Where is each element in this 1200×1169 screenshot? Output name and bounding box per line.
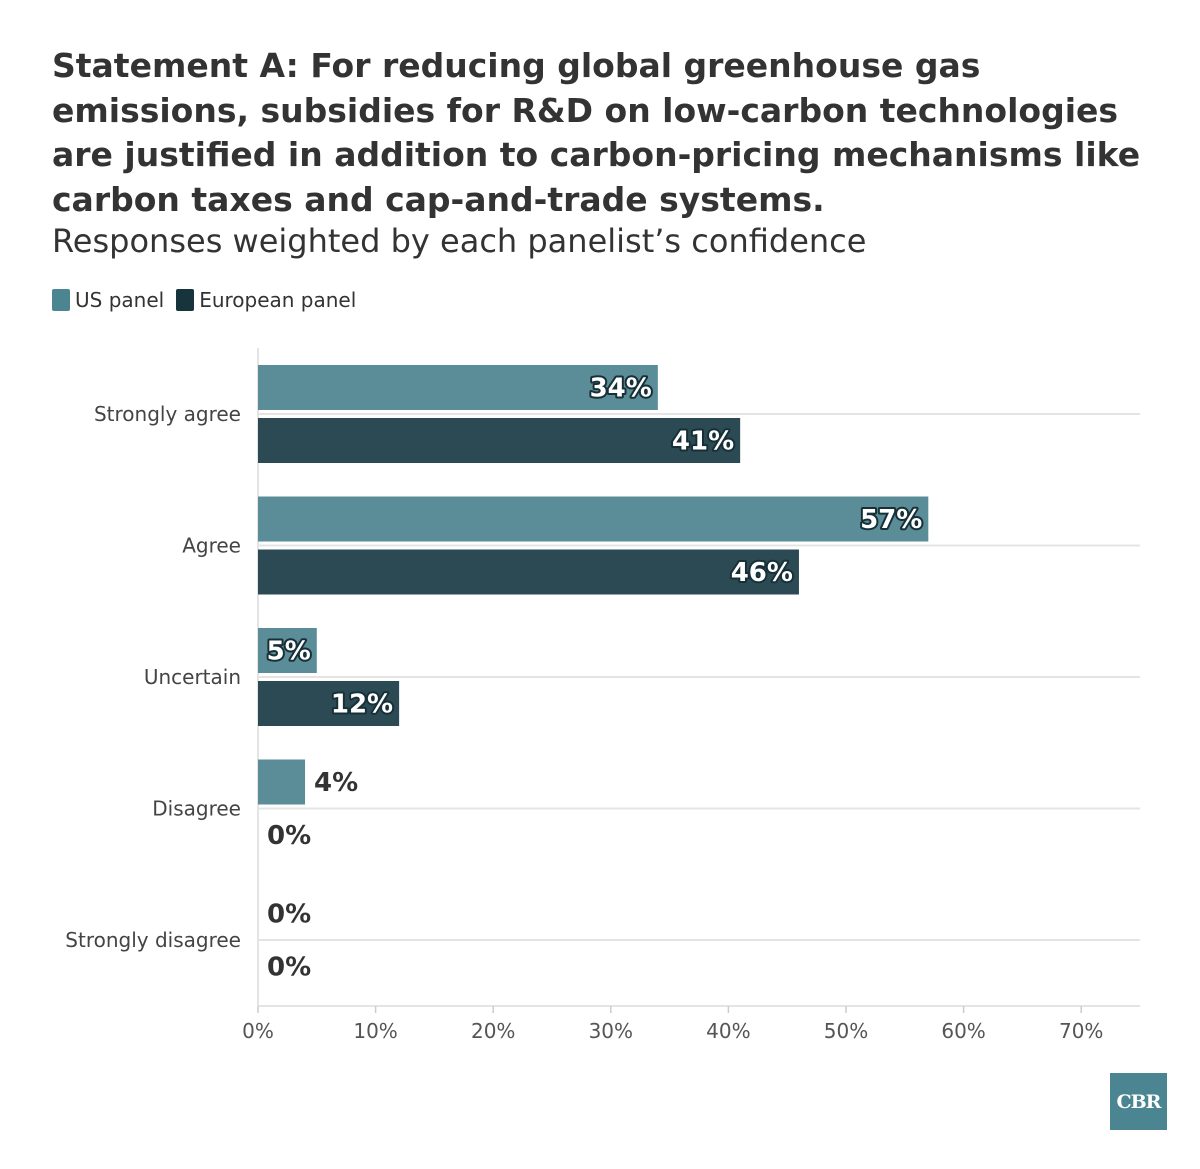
category-label: Strongly agree	[94, 402, 241, 426]
data-label: 12%	[331, 690, 393, 720]
data-label: 0%	[267, 953, 311, 983]
bar-eu	[258, 418, 741, 463]
category-label: Disagree	[152, 797, 241, 821]
bar-us	[258, 759, 306, 805]
data-label: 41%	[672, 427, 734, 457]
bar-us	[258, 628, 317, 673]
category-label: Agree	[182, 534, 241, 558]
legend-label-us: US panel	[75, 288, 165, 312]
data-label: 4%	[314, 768, 358, 798]
bar-eu	[258, 681, 400, 726]
legend-swatch-eu	[176, 289, 195, 311]
data-label: 57%	[860, 505, 922, 535]
x-tick-label: 40%	[706, 1019, 750, 1043]
legend-swatch-us	[52, 289, 70, 311]
x-tick-label: 0%	[242, 1019, 274, 1043]
legend-label-eu: European panel	[199, 288, 357, 312]
x-tick-label: 10%	[353, 1019, 397, 1043]
bar-us	[258, 496, 929, 542]
cbr-logo: CBR	[1110, 1073, 1167, 1130]
data-label: 46%	[731, 558, 793, 588]
data-label: 0%	[267, 900, 311, 930]
data-label: 0%	[267, 821, 311, 851]
legend-item-us: US panel	[52, 288, 164, 312]
chart-subtitle: Responses weighted by each panelist’s co…	[52, 222, 867, 260]
bar-eu	[258, 549, 799, 595]
category-label: Strongly disagree	[65, 928, 241, 952]
bar-us	[258, 365, 658, 410]
category-label: Uncertain	[144, 665, 241, 689]
x-tick-label: 60%	[941, 1019, 985, 1043]
x-tick-label: 50%	[824, 1019, 868, 1043]
data-label: 34%	[590, 374, 652, 404]
x-tick-label: 70%	[1059, 1019, 1103, 1043]
chart-title: Statement A: For reducing global greenho…	[52, 46, 1141, 219]
x-tick-label: 30%	[589, 1019, 633, 1043]
legend-item-eu: European panel	[176, 288, 356, 312]
x-tick-label: 20%	[471, 1019, 515, 1043]
chart-legend: US panel European panel	[52, 286, 368, 314]
data-label: 5%	[267, 637, 311, 667]
